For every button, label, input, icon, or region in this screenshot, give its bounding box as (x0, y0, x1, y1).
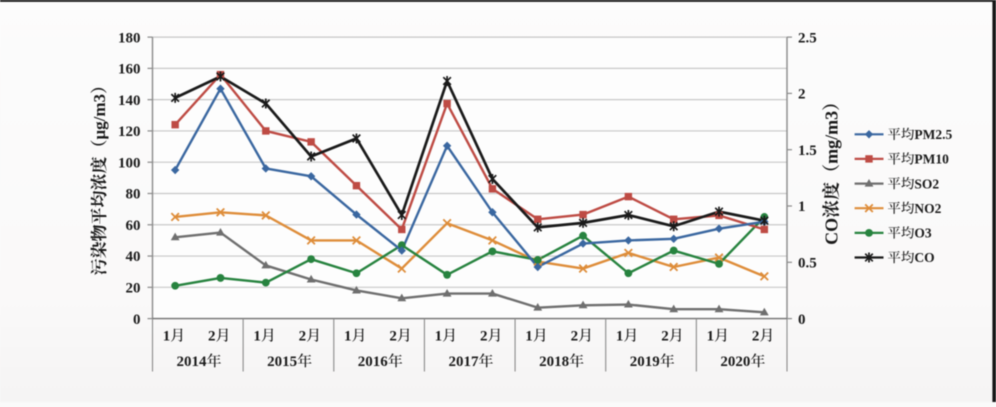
svg-text:60: 60 (126, 218, 141, 234)
svg-text:1: 1 (435, 329, 443, 345)
svg-text:1: 1 (344, 329, 352, 345)
svg-text:2: 2 (389, 329, 397, 345)
svg-text:40: 40 (126, 249, 141, 265)
svg-text:μg/m3: μg/m3 (90, 94, 109, 140)
svg-text:1: 1 (707, 329, 715, 345)
svg-text:2: 2 (480, 329, 488, 345)
svg-text:O3: O3 (914, 226, 932, 241)
svg-text:2: 2 (208, 329, 216, 345)
svg-text:1: 1 (798, 199, 806, 215)
svg-text:2018: 2018 (539, 354, 569, 370)
svg-text:2015: 2015 (267, 354, 297, 370)
svg-text:180: 180 (118, 30, 141, 46)
svg-text:2: 2 (571, 329, 579, 345)
svg-text:2019: 2019 (630, 354, 660, 370)
svg-text:2: 2 (752, 329, 760, 345)
svg-text:mg/m3: mg/m3 (822, 111, 842, 164)
svg-text:CO: CO (822, 218, 842, 245)
svg-text:PM10: PM10 (914, 152, 949, 167)
svg-text:2: 2 (661, 329, 669, 345)
svg-text:20: 20 (126, 281, 141, 297)
svg-text:SO2: SO2 (914, 176, 939, 191)
svg-text:1: 1 (525, 329, 533, 345)
svg-text:2020: 2020 (720, 354, 750, 370)
svg-text:1: 1 (253, 329, 261, 345)
svg-text:1: 1 (616, 329, 624, 345)
svg-text:120: 120 (118, 124, 141, 140)
svg-text:160: 160 (118, 62, 141, 78)
svg-text:0.5: 0.5 (798, 256, 817, 272)
svg-text:PM2.5: PM2.5 (914, 127, 952, 142)
svg-text:0: 0 (798, 312, 806, 328)
svg-text:2016: 2016 (358, 354, 389, 370)
svg-text:2.5: 2.5 (798, 30, 817, 46)
svg-text:80: 80 (126, 187, 141, 203)
svg-text:140: 140 (118, 93, 141, 109)
svg-text:2: 2 (299, 329, 307, 345)
svg-text:2014: 2014 (177, 354, 208, 370)
svg-text:NO2: NO2 (914, 201, 941, 216)
svg-text:100: 100 (118, 155, 141, 171)
svg-text:2017: 2017 (448, 354, 479, 370)
svg-text:1: 1 (163, 329, 171, 345)
svg-text:1.5: 1.5 (798, 143, 817, 159)
svg-text:CO: CO (914, 250, 934, 265)
svg-text:2: 2 (798, 87, 806, 103)
svg-text:0: 0 (133, 312, 141, 328)
